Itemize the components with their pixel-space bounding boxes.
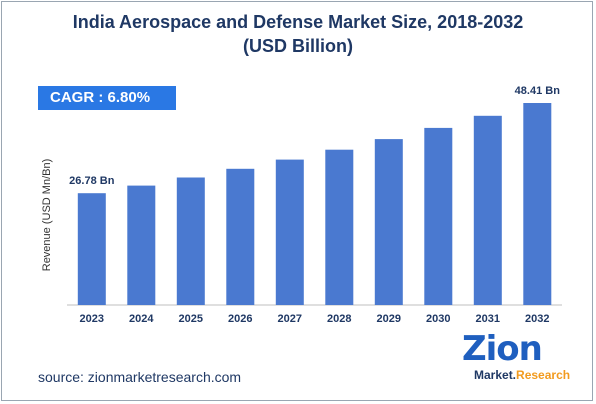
bar-2031 bbox=[473, 115, 502, 305]
bar-2029 bbox=[374, 139, 403, 305]
bar-2028 bbox=[325, 149, 354, 305]
bar-2023 bbox=[77, 193, 106, 305]
x-tick-label-2026: 2026 bbox=[228, 313, 252, 325]
logo-wordmark: Zion bbox=[462, 329, 543, 369]
bar-2027 bbox=[275, 159, 304, 305]
data-label-2032: 48.41 Bn bbox=[515, 85, 561, 97]
title-line-1: India Aerospace and Defense Market Size,… bbox=[72, 12, 524, 32]
zion-logo: Zion Market.Research bbox=[458, 330, 578, 398]
bar-2024 bbox=[127, 185, 156, 305]
x-tick-label-2029: 2029 bbox=[377, 313, 401, 325]
x-tick-label-2025: 2025 bbox=[179, 313, 203, 325]
bar-2026 bbox=[226, 168, 255, 305]
x-tick-label-2032: 2032 bbox=[525, 313, 549, 325]
title-line-2: (USD Billion) bbox=[243, 36, 353, 56]
bar-2032 bbox=[523, 103, 552, 305]
cagr-badge: CAGR : 6.80% bbox=[38, 86, 176, 110]
data-label-2023: 26.78 Bn bbox=[69, 175, 115, 187]
chart-title: India Aerospace and Defense Market Size,… bbox=[0, 10, 596, 58]
x-tick-label-2028: 2028 bbox=[327, 313, 351, 325]
bar-2025 bbox=[176, 177, 205, 305]
source-text: source: zionmarketresearch.com bbox=[38, 369, 242, 385]
y-axis-label: Revenue (USD Mn/Bn) bbox=[41, 158, 53, 272]
x-tick-label-2023: 2023 bbox=[80, 313, 104, 325]
x-tick-label-2031: 2031 bbox=[476, 313, 500, 325]
x-tick-label-2030: 2030 bbox=[426, 313, 450, 325]
x-tick-label-2027: 2027 bbox=[278, 313, 302, 325]
bar-2030 bbox=[424, 127, 453, 306]
x-tick-label-2024: 2024 bbox=[129, 313, 154, 325]
logo-subtitle: Market.Research bbox=[474, 368, 571, 382]
